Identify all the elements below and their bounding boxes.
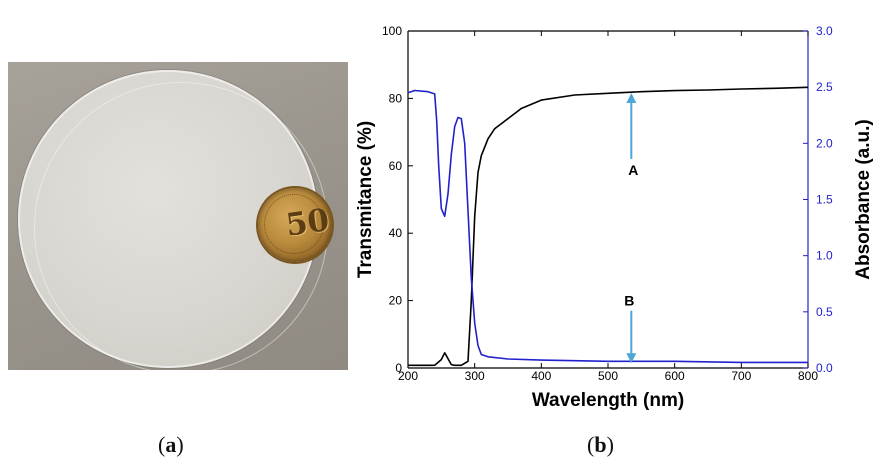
- y-tick-label: 0: [395, 361, 402, 375]
- caption-a: (a): [158, 432, 184, 457]
- y2-axis-label: Absorbance (a.u.): [853, 119, 874, 279]
- y2-tick-label: 2.0: [816, 136, 833, 150]
- y2-tick-label: 3.0: [816, 24, 833, 38]
- x-tick-label: 200: [398, 369, 418, 383]
- y2-tick-label: 0.0: [816, 361, 833, 375]
- y-tick-label: 20: [389, 294, 403, 308]
- x-tick-label: 500: [598, 369, 618, 383]
- euro-coin: 50: [258, 188, 332, 262]
- x-axis-label: Wavelength (nm): [532, 390, 684, 411]
- x-tick-label: 700: [731, 369, 751, 383]
- y2-tick-label: 2.5: [816, 80, 833, 94]
- y-tick-label: 40: [389, 226, 403, 240]
- film-photo: 50: [8, 62, 348, 370]
- annotation-label-a: A: [628, 162, 638, 178]
- y2-tick-label: 1.0: [816, 249, 833, 263]
- caption-b-label: b: [594, 432, 607, 457]
- y-tick-label: 100: [382, 24, 402, 38]
- transmittance-line: [408, 86, 809, 367]
- absorbance-line: [407, 89, 808, 364]
- coin-star-ring: [264, 194, 324, 254]
- x-tick-label: 300: [465, 369, 485, 383]
- caption-a-label: a: [165, 432, 177, 457]
- y2-tick-label: 0.5: [816, 305, 833, 319]
- caption-b: (b): [587, 432, 614, 457]
- x-tick-label: 400: [531, 369, 551, 383]
- arrowhead-down-icon: [626, 353, 637, 364]
- x-tick-label: 600: [665, 369, 685, 383]
- y-axis-label: Transmitance (%): [355, 121, 376, 278]
- y2-tick-label: 1.5: [816, 193, 833, 207]
- y-tick-label: 60: [389, 159, 403, 173]
- x-tick-label: 800: [798, 369, 818, 383]
- arrowhead-up-icon: [626, 93, 637, 104]
- annotation-label-b: B: [624, 293, 634, 309]
- y-tick-label: 80: [389, 91, 403, 105]
